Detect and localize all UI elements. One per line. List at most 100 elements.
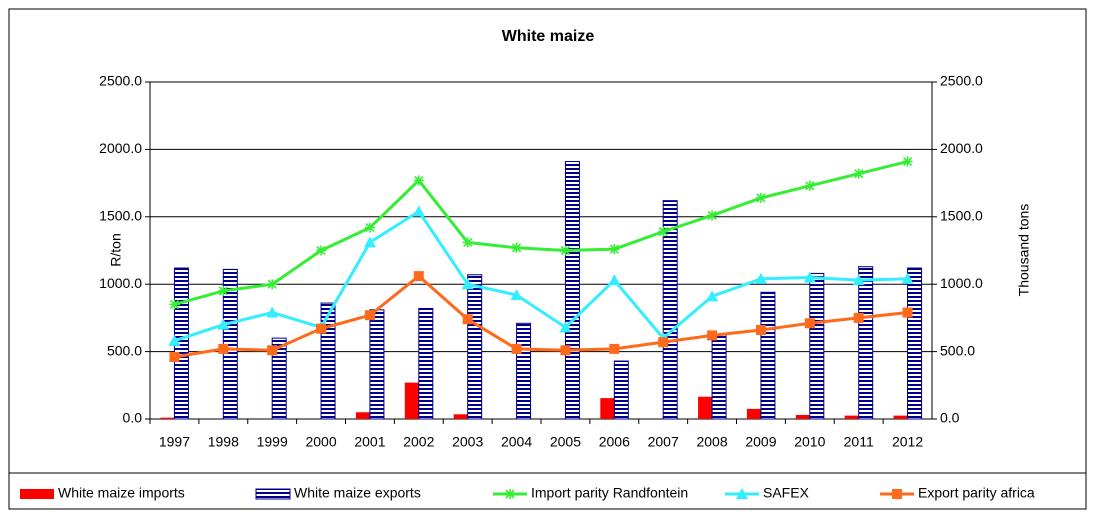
point: [511, 242, 522, 253]
x-tick-label: 2000: [305, 434, 336, 450]
x-tick-label: 1997: [159, 434, 190, 450]
chart-title: White maize: [502, 28, 595, 45]
point: [266, 306, 279, 318]
point: [511, 343, 522, 354]
line: [174, 160, 908, 306]
point: [218, 285, 229, 296]
point: [413, 175, 424, 186]
line: [174, 274, 908, 359]
legend-label: Import parity Randfontein: [531, 485, 688, 501]
x-tick-label: 2005: [550, 434, 581, 450]
y2-tick-label: 2500.0: [940, 73, 983, 89]
legend-swatch: [255, 488, 291, 500]
x-tick-label: 2001: [354, 434, 385, 450]
y-tick-label: 1000.0: [99, 275, 142, 291]
bar: [613, 360, 629, 420]
y2-tick-label: 1000.0: [940, 275, 983, 291]
point: [803, 271, 816, 283]
point: [804, 180, 815, 191]
point: [609, 244, 620, 255]
point: [706, 290, 719, 302]
x-tick-label: 2003: [452, 434, 483, 450]
point: [169, 351, 180, 362]
y-tick-label: 0.0: [123, 410, 143, 426]
bar: [355, 412, 370, 419]
bar: [809, 272, 825, 420]
point: [462, 314, 473, 325]
y2-axis-label: Thousand tons: [1016, 204, 1032, 297]
point: [267, 345, 278, 356]
y-tick-label: 2000.0: [99, 140, 142, 156]
legend-marker: [736, 488, 748, 499]
point: [218, 343, 229, 354]
point: [364, 310, 375, 321]
bar: [893, 415, 908, 419]
legend-label: Export parity africa: [918, 485, 1035, 501]
bar: [369, 309, 385, 420]
point: [413, 271, 424, 282]
line: [173, 209, 908, 343]
y-tick-label: 1500.0: [99, 208, 142, 224]
point: [363, 236, 376, 248]
bar: [760, 291, 776, 420]
y-tick-label: 500.0: [107, 342, 142, 358]
point: [169, 299, 180, 310]
point: [755, 325, 766, 336]
point: [609, 343, 620, 354]
x-tick-label: 2008: [696, 434, 727, 450]
bar: [516, 322, 532, 420]
bar: [600, 398, 615, 419]
legend-label: SAFEX: [763, 485, 810, 501]
bar: [453, 414, 468, 419]
bar: [320, 302, 336, 420]
bar: [698, 396, 713, 419]
point: [267, 279, 278, 290]
point: [707, 210, 718, 221]
bar: [795, 414, 810, 419]
x-tick-label: 2007: [648, 434, 679, 450]
point: [412, 205, 425, 217]
point: [217, 318, 230, 330]
point: [510, 288, 523, 300]
point: [560, 245, 571, 256]
y-axis-label: R/ton: [108, 233, 124, 266]
point: [560, 345, 571, 356]
x-tick-label: 2002: [403, 434, 434, 450]
x-tick-label: 2010: [794, 434, 825, 450]
bar: [467, 274, 483, 420]
point: [316, 323, 327, 334]
x-tick-label: 2006: [599, 434, 630, 450]
point: [902, 307, 913, 318]
bar: [711, 333, 727, 420]
x-tick-label: 2004: [501, 434, 532, 450]
point: [364, 222, 375, 233]
point: [853, 168, 864, 179]
bar: [907, 267, 923, 420]
bar: [746, 408, 761, 419]
point: [316, 245, 327, 256]
x-tick-label: 2009: [745, 434, 776, 450]
x-tick-label: 2012: [892, 434, 923, 450]
point: [658, 226, 669, 237]
legend-swatch: [20, 489, 54, 499]
legend-label: White maize imports: [58, 485, 185, 501]
bar: [844, 415, 859, 419]
bar: [418, 307, 434, 420]
point: [608, 274, 621, 286]
y2-tick-label: 2000.0: [940, 140, 983, 156]
x-tick-label: 1998: [208, 434, 239, 450]
point: [461, 278, 474, 290]
point: [754, 272, 767, 284]
y2-tick-label: 500.0: [940, 342, 975, 358]
bar: [271, 337, 287, 420]
point: [755, 192, 766, 203]
point: [804, 318, 815, 329]
bar: [564, 161, 580, 420]
bar: [160, 417, 175, 419]
legend-label: White maize exports: [294, 485, 421, 501]
point: [852, 274, 865, 286]
y2-tick-label: 0.0: [940, 410, 960, 426]
point: [707, 330, 718, 341]
y2-tick-label: 1500.0: [940, 208, 983, 224]
